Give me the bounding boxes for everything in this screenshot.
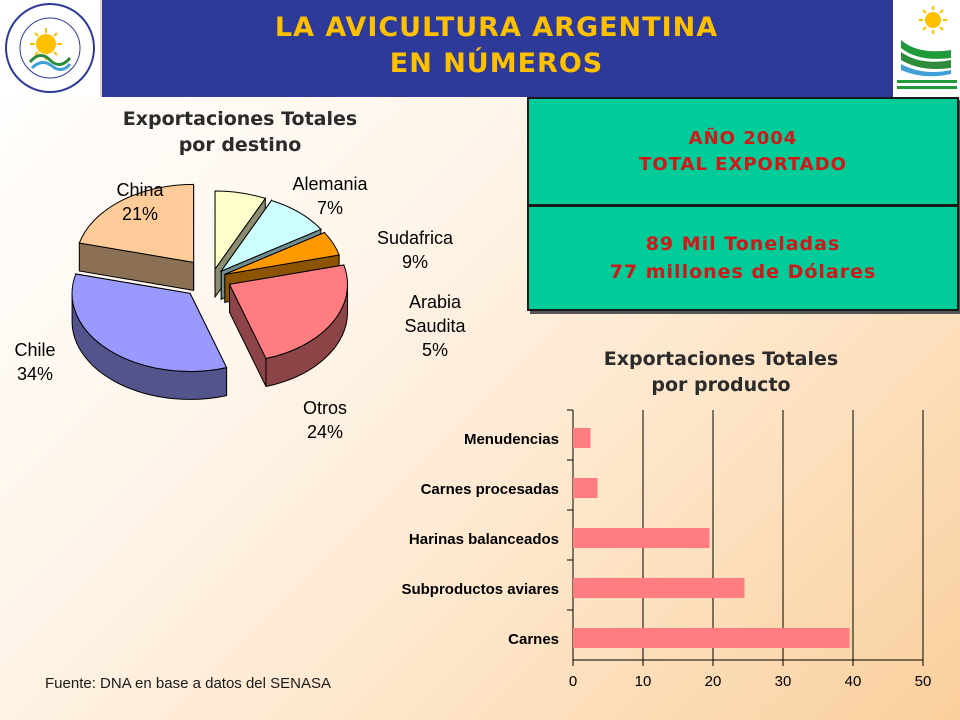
page-title-line1: LA AVICULTURA ARGENTINA [274,12,719,43]
summary-year: AÑO 2004 [688,127,798,149]
pie-label-arabia-saudita: Arabia Saudita 5% [404,292,466,360]
export-summary-box: AÑO 2004 TOTAL EXPORTADO 89 Mil Tonelada… [527,97,959,311]
bar-xtick-label: 40 [845,673,862,690]
pie-chart-title-line2: por destino [178,134,302,156]
pie-label-otros: Otros 24% [303,398,347,442]
bar-chart-title-line2: por producto [651,374,791,396]
pie-chart-title-line1: Exportaciones Totales [122,108,358,130]
secretaria-agricultura-logo-icon [897,6,957,89]
summary-tonnage: 89 Mil Toneladas [645,233,841,255]
bar-category-label: Carnes [508,631,559,648]
pie-label-chile: Chile 34% [14,340,55,384]
bar-xtick-label: 30 [775,673,792,690]
pie-label-sudafrica: Sudafrica 9% [377,228,454,272]
bar-category-label: Menudencias [464,431,559,448]
bar-category-label: Carnes procesadas [421,481,559,498]
export-summary-values: 89 Mil Toneladas 77 millones de Dólares [529,207,957,309]
summary-value: 77 millones de Dólares [609,261,877,283]
page-title: LA AVICULTURA ARGENTINA EN NÚMEROS [100,10,893,82]
bar-carnes-procesadas [573,478,598,498]
bar-xtick-label: 0 [569,673,577,690]
bar-harinas-balanceados [573,528,710,548]
page-title-line2: EN NÚMEROS [389,48,604,79]
bar-xtick-label: 50 [915,673,932,690]
pie-slice-otros [228,264,349,388]
bar-category-label: Subproductos aviares [401,581,559,598]
source-note: Fuente: DNA en base a datos del SENASA [45,675,332,692]
pie-label-alemania: Alemania 7% [292,174,368,218]
bar-xtick-label: 20 [705,673,722,690]
bar-chart-title-line1: Exportaciones Totales [603,348,839,370]
bar-category-label: Harinas balanceados [409,531,559,548]
summary-total-label: TOTAL EXPORTADO [639,153,847,175]
bar-carnes [573,628,850,648]
pie-label-china: China 21% [116,180,164,224]
bar-chart-title: Exportaciones Totales por producto [521,346,921,398]
bar-menudencias [573,428,591,448]
secretaria-agricultura-logo [893,0,960,97]
pie-slice-chile [71,273,228,400]
export-summary-header: AÑO 2004 TOTAL EXPORTADO [529,99,957,207]
pie-chart-title: Exportaciones Totales por destino [40,106,440,158]
pie-slice-china [78,183,195,291]
bar-xtick-label: 10 [635,673,652,690]
bar-subproductos-aviares [573,578,745,598]
bar-chart: 0 10 20 30 40 50 Menudencias Carnes procesadas H… [401,409,932,690]
pie-chart: China 21% Alemania 7%Sudafrica 9% Arabia Saudi… [14,174,466,442]
alimentos-argentinos-logo-icon [5,3,95,93]
alimentos-argentinos-logo [0,0,102,97]
header-bar: LA AVICULTURA ARGENTINA EN NÚMEROS [0,0,960,97]
